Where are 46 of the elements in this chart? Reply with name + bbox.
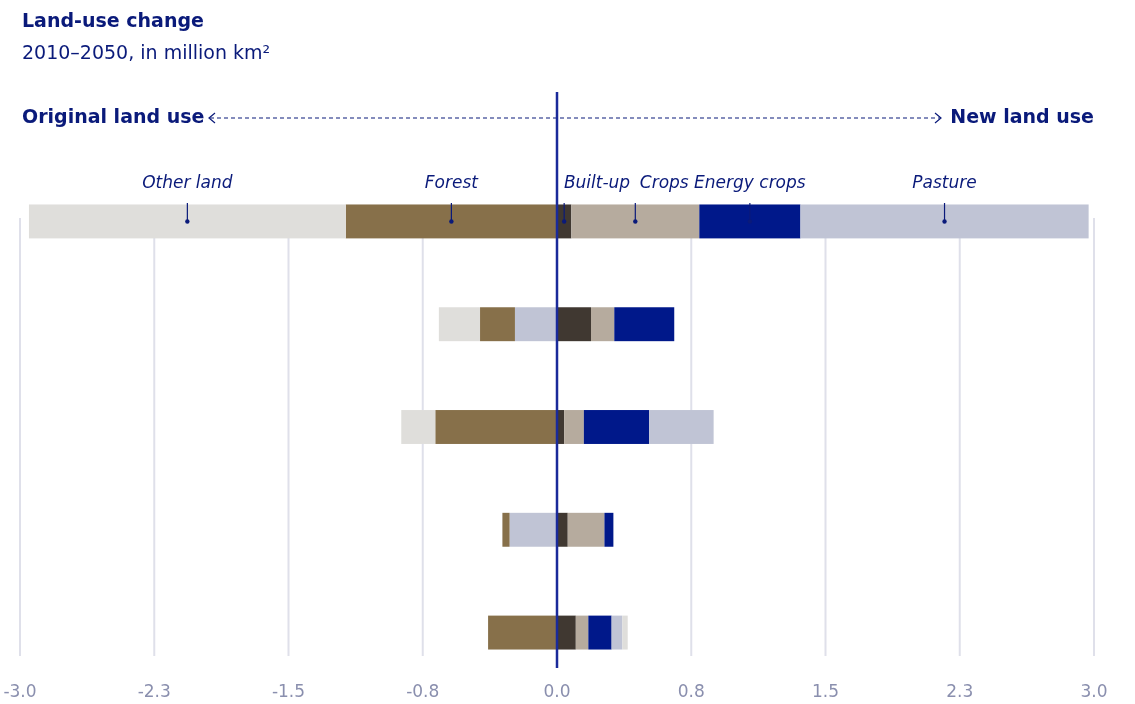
bar: [28, 204, 346, 239]
bar: [583, 410, 650, 444]
bar: [401, 410, 436, 444]
x-tick-label: 0.0: [543, 681, 571, 701]
bar: [435, 410, 557, 444]
bar: [591, 307, 615, 342]
series-label: Forest: [424, 172, 480, 192]
x-tick-label: 0.8: [677, 681, 705, 701]
chart-subtitle: 2010–2050, in million km²: [22, 41, 271, 63]
series-label: Crops: [639, 172, 689, 192]
x-tick-label: -2.3: [137, 681, 171, 701]
x-tick-label: -1.5: [271, 681, 306, 701]
x-tick-label: 1.5: [811, 681, 840, 701]
bar: [588, 615, 612, 650]
bar: [509, 512, 557, 547]
bar: [611, 615, 623, 650]
bar: [557, 307, 592, 342]
x-tick-label: 2.3: [946, 681, 974, 701]
x-tick-label: -3.0: [3, 681, 37, 701]
series-label: Built-up: [563, 172, 631, 192]
bar: [699, 204, 801, 239]
x-tick-label: -0.8: [406, 681, 440, 701]
bar: [488, 615, 557, 650]
bar: [800, 204, 1089, 239]
bar: [514, 307, 557, 342]
bar: [557, 512, 568, 547]
bar: [622, 615, 628, 650]
bar: [557, 615, 576, 650]
bar: [604, 512, 614, 547]
bar: [614, 307, 675, 342]
bar: [575, 615, 589, 650]
series-label: Other land: [142, 172, 233, 192]
series-label: Pasture: [912, 172, 977, 192]
text: New land use: [950, 105, 1094, 127]
bar: [345, 204, 557, 239]
series-label: Energy crops: [694, 172, 806, 192]
chart-title: Land-use change: [22, 9, 204, 31]
bar: [564, 410, 584, 444]
bar: [438, 307, 481, 342]
bar: [649, 410, 714, 444]
bar: [480, 307, 515, 342]
bar: [567, 512, 605, 547]
bar: [502, 512, 510, 547]
bar: [571, 204, 700, 239]
text: Original land use: [22, 105, 205, 127]
x-tick-label: 3.0: [1080, 681, 1108, 701]
